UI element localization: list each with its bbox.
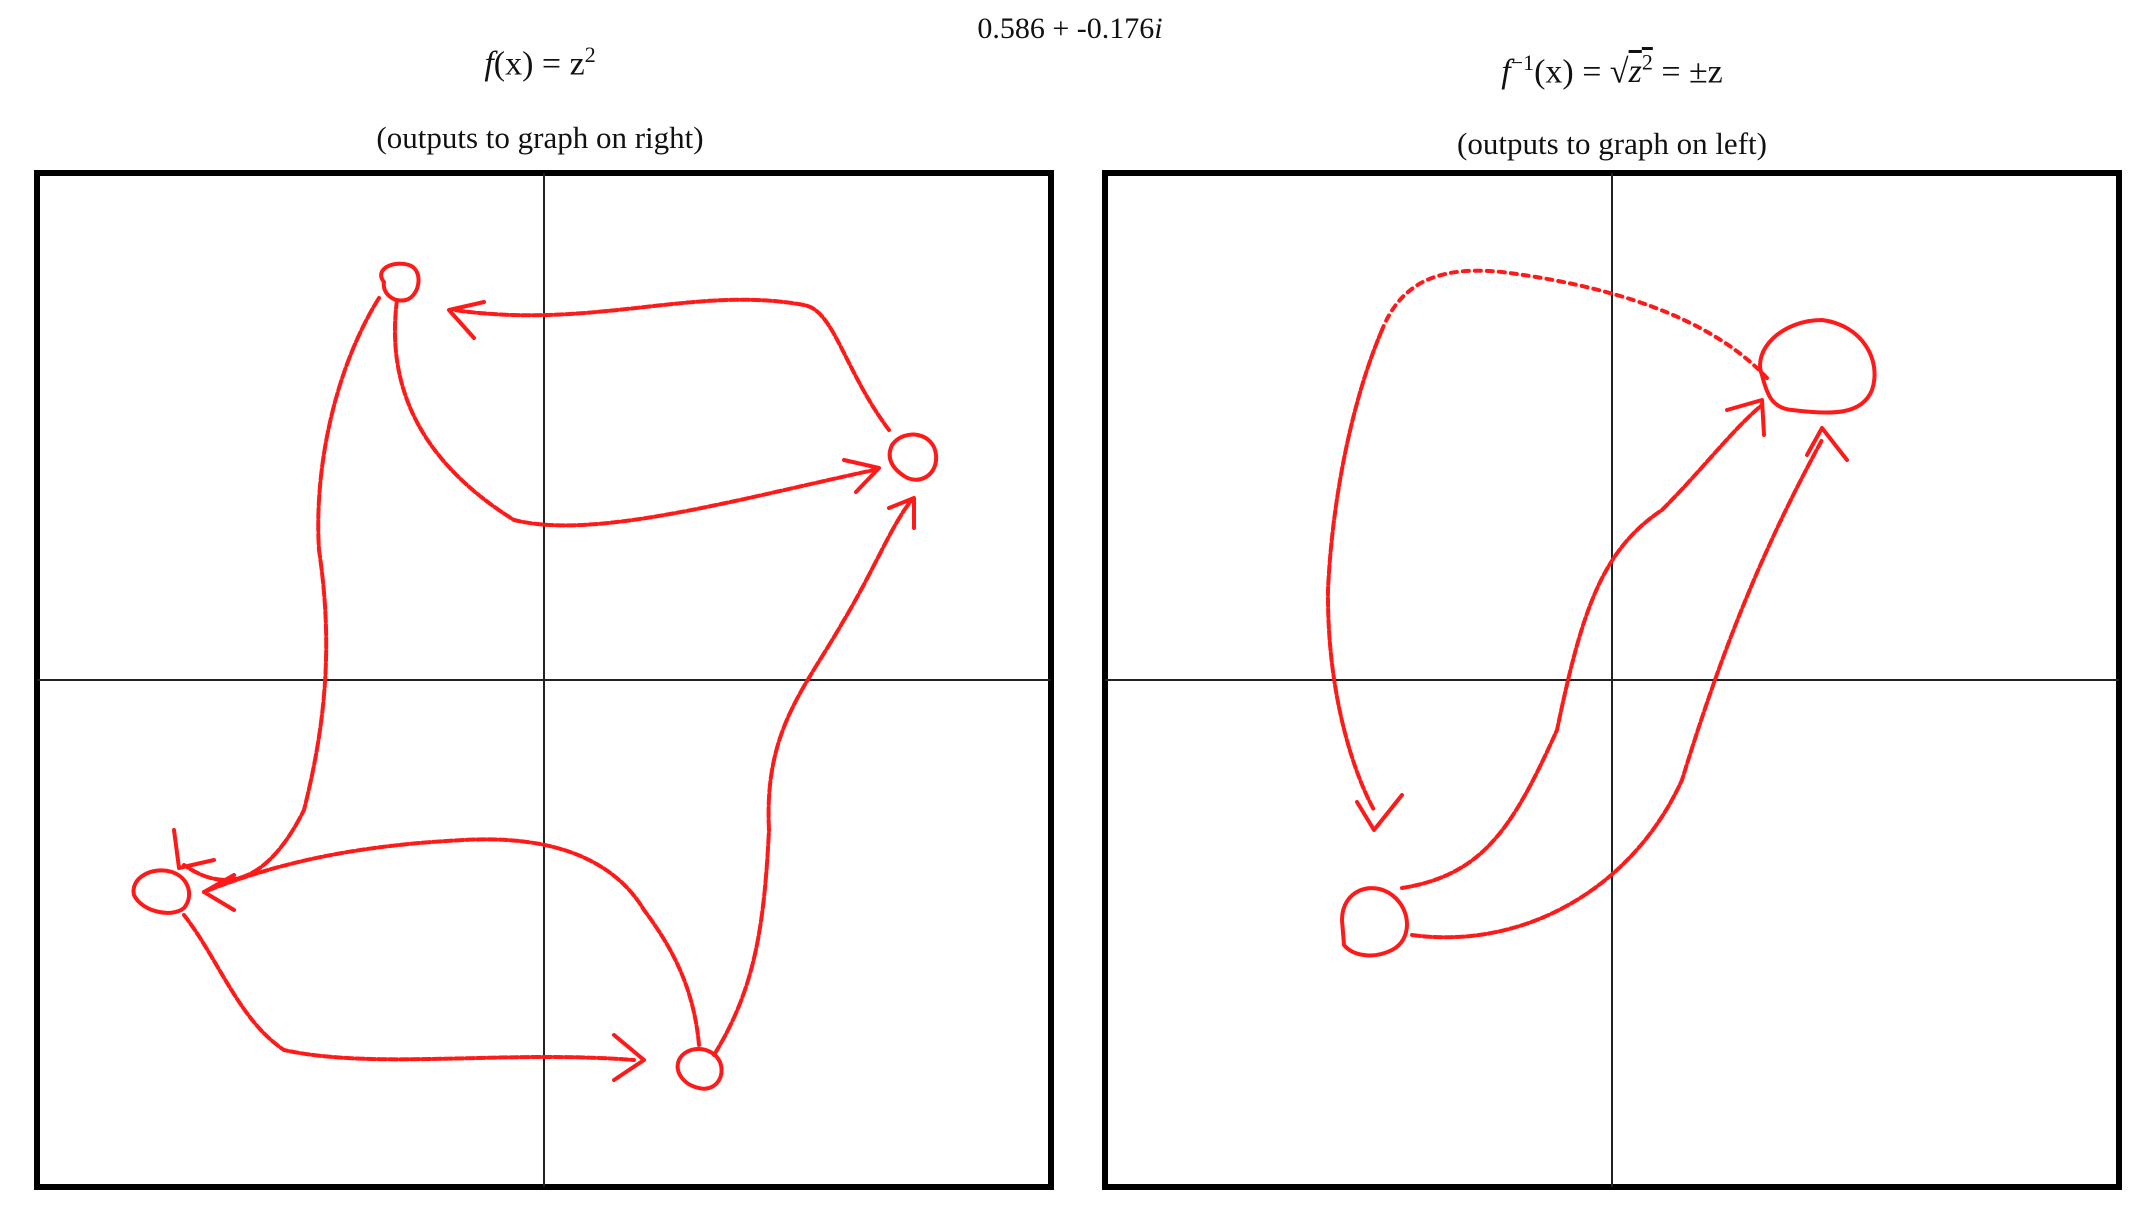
left-function-name: f (484, 45, 494, 83)
right-function-name: f (1501, 53, 1511, 91)
left-function-formula: f(x) = z2 (90, 42, 990, 83)
right-function-arg: (x) = √ (1534, 53, 1629, 91)
right-caption: (outputs to graph on left) (1457, 126, 1767, 161)
left-function-arg: (x) = z (493, 45, 585, 83)
right-function-radicand: z2 (1628, 50, 1653, 91)
right-radicand-exp: 2 (1641, 50, 1653, 75)
left-arrow-left-vertical (172, 828, 216, 870)
right-radicand-var: z (1628, 53, 1642, 91)
left-loop-bottom-left (131, 868, 192, 915)
left-arrow-bottom (612, 1033, 646, 1082)
right-function-formula: f−1(x) = √z2 = ±z (1162, 50, 2062, 91)
right-arrow-inner (1725, 398, 1766, 437)
left-loop-bottom-right (675, 1047, 724, 1091)
right-arrow-left (1355, 793, 1404, 832)
left-arrow-right-vertical (887, 496, 916, 530)
left-caption: (outputs to graph on right) (376, 120, 704, 155)
left-loop-right (887, 432, 939, 482)
coordinate-real: 0.586 (977, 12, 1045, 45)
coordinate-imag: -0.176 (1076, 12, 1155, 45)
right-function-result: = ±z (1652, 53, 1723, 91)
left-arrow-upper-middle (842, 458, 881, 494)
left-arrow-lower-middle (202, 873, 236, 912)
left-curve-left-vertical (182, 296, 381, 882)
left-curve-bottom (182, 913, 636, 1062)
right-curve-outer-ascending (1410, 438, 1824, 940)
right-loop-top (1758, 318, 1877, 415)
right-curve-top (1380, 268, 1769, 380)
right-function-inverse: −1 (1510, 50, 1535, 75)
right-arrow-outer (1805, 426, 1849, 462)
right-curve-inner-ascending (1400, 403, 1764, 890)
left-curve-top (452, 297, 891, 432)
coordinate-separator: + (1044, 12, 1077, 45)
left-arrow-top (447, 300, 486, 340)
right-loop-bottom (1340, 886, 1409, 958)
coordinate-imag-unit: i (1154, 12, 1163, 45)
left-curve-lower-middle (202, 837, 701, 1047)
left-graph-canvas[interactable] (34, 170, 1054, 1190)
left-function-exponent: 2 (584, 42, 596, 67)
right-graph-canvas[interactable] (1102, 170, 2122, 1190)
right-curve-left-descending (1325, 328, 1384, 812)
left-loop-top-left (379, 261, 421, 303)
complex-coordinate-readout: 0.586 + -0.176i (0, 12, 2140, 46)
left-curve-upper-middle (392, 298, 876, 528)
left-curve-right-vertical (712, 498, 914, 1057)
